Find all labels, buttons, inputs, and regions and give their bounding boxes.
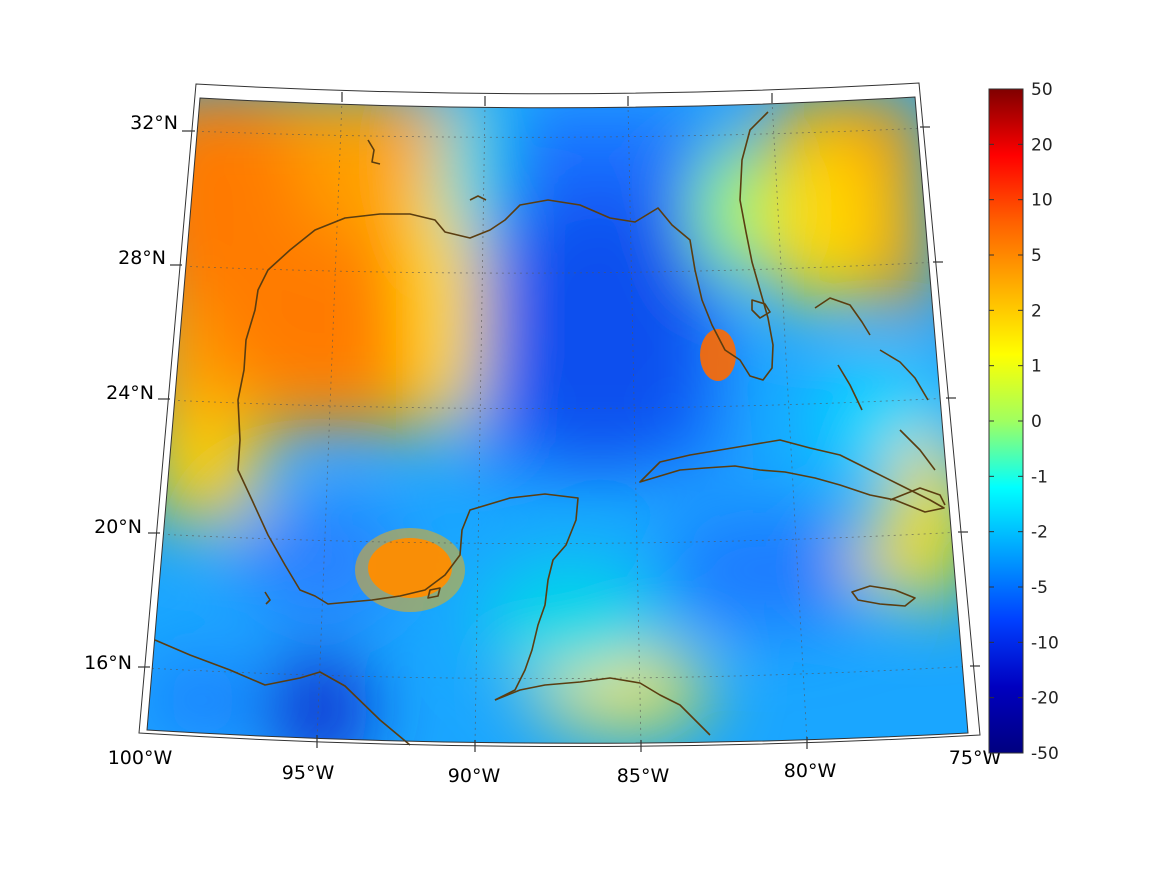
colorbar-tick-label: 20 (1031, 135, 1053, 155)
lat-label: 16°N (84, 652, 132, 674)
colorbar-gradient (988, 88, 1024, 754)
latitude-axis-labels: 32°N 28°N 24°N 20°N 16°N (84, 112, 178, 674)
colorbar-tick-label: -5 (1031, 578, 1048, 598)
lat-label: 24°N (106, 382, 154, 404)
lon-label: 100°W (108, 747, 173, 769)
colorbar-tick-label: -2 (1031, 523, 1048, 543)
colorbar-tick-label: 2 (1031, 301, 1042, 321)
lon-label: 90°W (448, 765, 501, 787)
lat-label: 20°N (94, 516, 142, 538)
map-frame (138, 82, 981, 748)
colorbar-tick-label: 50 (1031, 80, 1053, 100)
colorbar-tick-label: -50 (1031, 744, 1059, 764)
colorbar-tick-label: 1 (1031, 357, 1042, 377)
longitude-axis-labels: 100°W 95°W 90°W 85°W 80°W 75°W (108, 747, 1002, 787)
colorbar-tick-label: -1 (1031, 467, 1048, 487)
lon-label: 75°W (949, 747, 1002, 769)
lat-label: 32°N (130, 112, 178, 134)
coastline (154, 111, 946, 746)
lon-label: 95°W (282, 762, 335, 784)
colorbar-tick-label: 10 (1031, 191, 1053, 211)
frame-ticks (138, 92, 980, 752)
graticule (147, 99, 968, 744)
lon-label: 80°W (784, 760, 837, 782)
colorbar-tick-label: 5 (1031, 246, 1042, 266)
colorbar-tick-label: 0 (1031, 412, 1042, 432)
colorbar-tick-label: -20 (1031, 689, 1059, 709)
map-field (147, 97, 968, 744)
lat-label: 28°N (118, 247, 166, 269)
colorbar-tick-label: -10 (1031, 633, 1059, 653)
lon-label: 85°W (617, 765, 670, 787)
